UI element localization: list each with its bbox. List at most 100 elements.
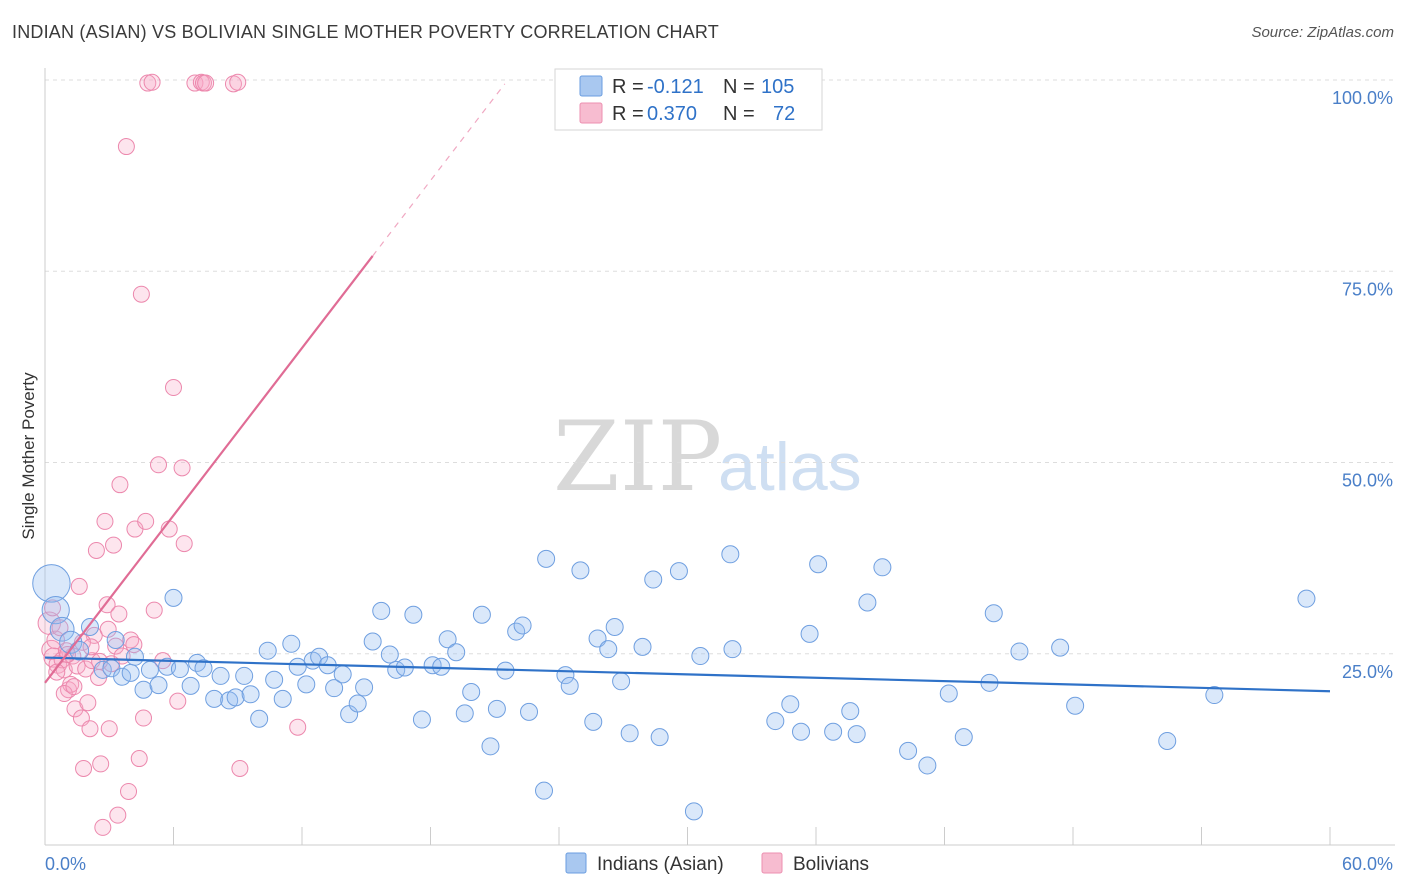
bolivians-point <box>65 678 83 696</box>
bolivians-point <box>109 806 127 824</box>
bolivians-point <box>77 660 95 678</box>
indians-asian-point <box>404 605 423 624</box>
indians-asian-point <box>140 660 159 679</box>
indians-asian-point <box>134 680 153 699</box>
indians-asian-point <box>847 725 866 744</box>
indians-asian-point <box>899 741 918 760</box>
watermark-zip: ZIP <box>553 401 722 513</box>
bolivians-trendline <box>44 255 374 684</box>
indians-asian-point <box>250 709 269 728</box>
legend-n-value: 72 <box>773 103 795 125</box>
indians-asian-point <box>481 737 500 756</box>
indians-asian-point <box>841 702 860 721</box>
x-tick-labels: 0.0% 60.0% <box>45 854 1393 874</box>
bolivians-point <box>43 599 61 617</box>
indians-asian-point <box>1051 638 1070 657</box>
bolivians-point <box>48 663 66 681</box>
axes <box>44 68 1395 846</box>
indians-asian-point <box>1158 731 1177 750</box>
trendlines <box>44 83 1331 693</box>
indians-asian-point <box>824 722 843 741</box>
indians-asian-point <box>282 634 301 653</box>
indians-asian-point <box>121 663 140 682</box>
legend-n-value: 105 <box>761 76 794 98</box>
indians-asian-point <box>241 685 260 704</box>
chart-title: INDIAN (ASIAN) VS BOLIVIAN SINGLE MOTHER… <box>12 22 719 42</box>
indians-asian-point <box>633 637 652 656</box>
bolivians-point <box>79 694 97 712</box>
indians-asian-point <box>462 683 481 701</box>
series-legend-swatch-indians <box>565 852 587 874</box>
y-axis-label: Single Mother Poverty <box>19 372 38 540</box>
legend-r-label: R = <box>612 103 644 125</box>
bolivians-point <box>165 379 182 397</box>
bolivians-point <box>173 459 191 477</box>
indians-asian-point <box>612 672 631 691</box>
bolivians-point <box>197 74 215 92</box>
bolivians-point <box>92 755 110 773</box>
indians-asian-point <box>954 728 973 747</box>
watermark-atlas: atlas <box>718 429 862 505</box>
bolivians-point <box>99 620 117 638</box>
bolivians-point <box>62 675 80 693</box>
bolivians-point <box>231 760 249 777</box>
indians-asian-point <box>873 558 892 577</box>
indians-asian-point <box>273 689 292 708</box>
bolivians-point <box>169 692 187 710</box>
stats-legend: R = -0.121 N = 105 R = 0.370 N = 72 <box>554 68 823 131</box>
indians-asian-point <box>181 676 200 695</box>
indians-asian-point <box>438 630 457 649</box>
bolivians-point <box>120 782 138 800</box>
indians-asian-point <box>333 665 352 684</box>
indians-asian-point <box>1010 642 1029 661</box>
indians-asian-point <box>380 645 399 664</box>
indians-asian-point <box>49 616 75 642</box>
gridlines <box>45 79 1395 655</box>
indians-asian-point <box>669 562 688 581</box>
bolivians-point <box>122 631 140 649</box>
bolivians-point <box>130 750 148 768</box>
bolivians-trendline-extension <box>372 83 506 257</box>
bolivians-point <box>110 605 128 623</box>
legend-swatch-indians <box>579 75 603 97</box>
indians-asian-point <box>918 756 937 775</box>
series-legend: Indians (Asian) Bolivians <box>565 852 869 875</box>
indians-asian-point <box>226 688 245 707</box>
indians-asian-point <box>297 675 316 694</box>
indians-asian-point <box>588 629 607 648</box>
indians-asian-point <box>455 704 474 723</box>
bolivians-point <box>107 637 125 655</box>
bolivians-point <box>82 638 100 656</box>
indians-asian-point <box>809 555 828 574</box>
indians-asian-point <box>487 699 506 718</box>
indians-asian-point <box>520 702 539 721</box>
indians-asian-point <box>984 604 1003 623</box>
bolivians-point <box>137 512 155 530</box>
indians-asian-point <box>288 657 307 676</box>
indians-asian-point <box>194 659 213 678</box>
bolivians-point <box>132 285 150 303</box>
watermark: ZIP atlas <box>553 401 862 513</box>
indians-asian-point <box>205 689 224 708</box>
indians-asian-point <box>447 643 466 662</box>
indians-asian-point <box>620 724 639 743</box>
indians-asian-point <box>571 561 590 580</box>
bolivians-point <box>289 718 307 736</box>
bolivians-point <box>143 73 161 91</box>
bolivians-point <box>111 476 129 494</box>
legend-swatch-bolivians <box>579 102 603 124</box>
indians-asian-point <box>650 728 669 747</box>
bolivians-point <box>100 720 118 738</box>
x-tick-label: 60.0% <box>1342 854 1393 874</box>
bolivians-point <box>96 512 114 530</box>
bolivians-point <box>135 709 153 727</box>
x-tick-label: 0.0% <box>45 854 86 874</box>
bolivians-point <box>87 541 105 559</box>
indians-asian-point <box>644 570 663 589</box>
series-legend-swatch-bolivians <box>761 852 783 874</box>
indians-asian-point <box>164 588 183 607</box>
bolivians-point <box>70 577 88 595</box>
indians-asian-point <box>258 641 277 660</box>
y-tick-label: 25.0% <box>1342 662 1393 682</box>
